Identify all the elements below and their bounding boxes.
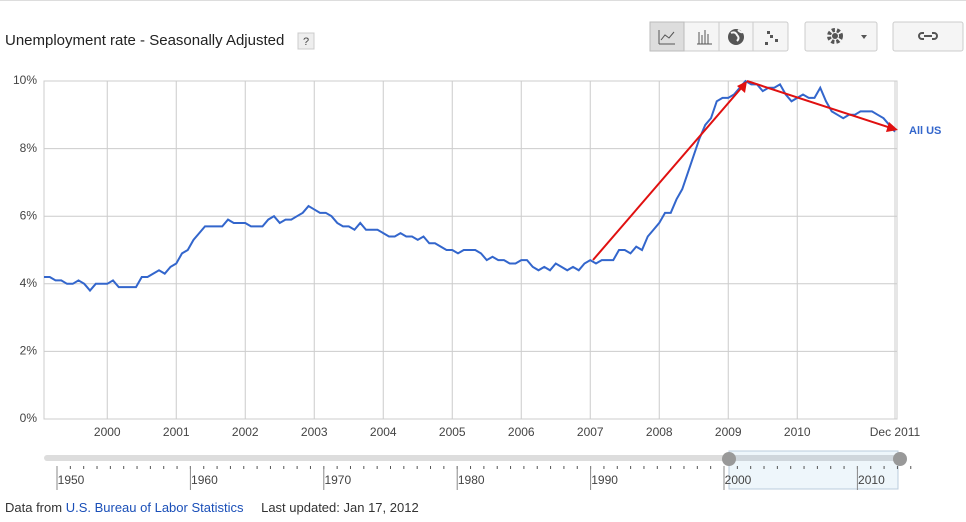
x-tick-label: 2006 xyxy=(508,425,535,439)
gear-core xyxy=(832,33,838,39)
plot-area: 0% 2% 4% 6% 8% 10% 2000 2001 2002 2003 2004 2005 200… xyxy=(13,73,941,439)
timeline-label: 1950 xyxy=(58,473,85,487)
bar-chart-button[interactable] xyxy=(697,30,712,45)
chart-title: Unemployment rate - Seasonally Adjusted xyxy=(5,32,284,49)
help-text: ? xyxy=(303,36,309,48)
timeline-label: 1960 xyxy=(191,473,218,487)
source-link[interactable]: U.S. Bureau of Labor Statistics xyxy=(65,500,244,515)
timeline-track xyxy=(44,455,905,461)
footer: Data from U.S. Bureau of Labor Statistic… xyxy=(5,500,419,515)
dropdown-arrow xyxy=(861,35,867,39)
x-tick-label: 2009 xyxy=(715,425,742,439)
line-icon xyxy=(658,30,675,45)
x-tick-label: 2003 xyxy=(301,425,328,439)
y-tick-label: 0% xyxy=(20,411,38,425)
y-tick-label: 2% xyxy=(20,344,38,358)
y-tick-label: 6% xyxy=(20,208,38,222)
arrow-head xyxy=(737,81,747,93)
x-tick-label: 2000 xyxy=(94,425,121,439)
x-tick-label: 2010 xyxy=(784,425,811,439)
annotations xyxy=(592,80,898,261)
y-tick-label: 10% xyxy=(13,73,37,87)
last-updated: Last updated: Jan 17, 2012 xyxy=(261,500,419,515)
timeline-label: 1990 xyxy=(591,473,618,487)
toolbar xyxy=(649,21,964,52)
timeline-label: 2010 xyxy=(858,473,885,487)
help-box xyxy=(297,32,315,50)
y-tick-label: 8% xyxy=(20,141,38,155)
x-tick-label: 2001 xyxy=(163,425,190,439)
timeline-label: 1970 xyxy=(324,473,351,487)
arrow-head xyxy=(886,122,898,132)
scatter-button[interactable] xyxy=(765,31,778,45)
gear-icon xyxy=(827,28,843,44)
x-tick-label: 2008 xyxy=(646,425,673,439)
timeline-label: 1980 xyxy=(458,473,485,487)
x-tick-label: 2007 xyxy=(577,425,604,439)
timeline-handle[interactable] xyxy=(893,452,907,466)
legend-label: All US xyxy=(909,125,941,137)
x-tick-label: 2002 xyxy=(232,425,259,439)
timeline-label: 2000 xyxy=(725,473,752,487)
source-prefix: Data from xyxy=(5,500,63,515)
help-button[interactable]: ? xyxy=(297,32,315,50)
x-tick-label: 2004 xyxy=(370,425,397,439)
x-tick-label: 2005 xyxy=(439,425,466,439)
x-tick-label: Dec 2011 xyxy=(870,425,921,439)
annotation-arrow xyxy=(746,80,892,129)
y-tick-label: 4% xyxy=(20,276,38,290)
map-icon xyxy=(730,29,744,42)
timeline[interactable]: 1950 1960 1970 1980 1990 2000 2010 xyxy=(44,450,912,490)
timeline-handle[interactable] xyxy=(722,452,736,466)
timeline-range xyxy=(729,455,898,461)
annotation-arrow xyxy=(592,85,744,261)
series-line xyxy=(44,79,896,293)
link-icon xyxy=(918,32,938,40)
